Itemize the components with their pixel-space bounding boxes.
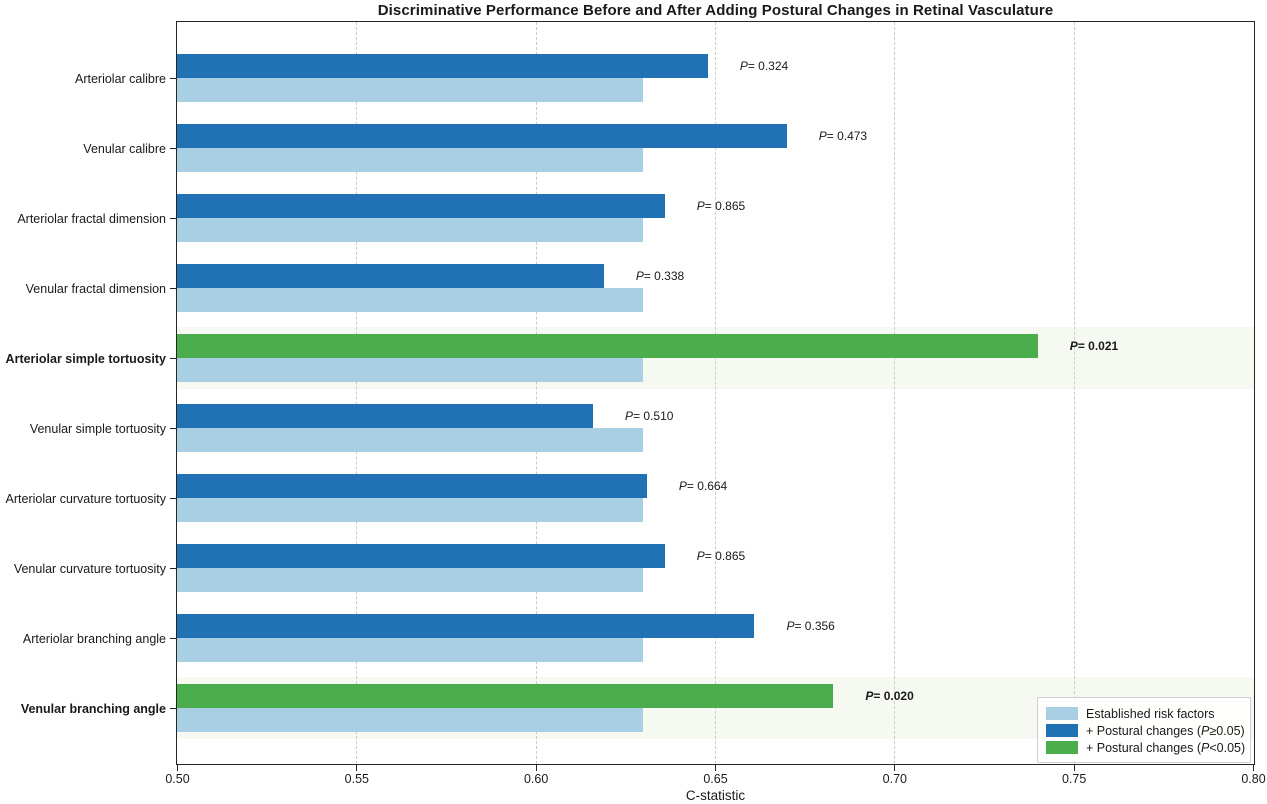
p-symbol: P [678, 479, 687, 493]
category-label: Venular fractal dimension [25, 281, 166, 296]
x-tick-mark [535, 765, 537, 771]
p-value-annotation: P= 0.356 [786, 619, 835, 633]
x-tick-label: 0.70 [882, 772, 907, 786]
established-risk-bar [177, 78, 644, 102]
gridline [356, 22, 358, 764]
p-symbol: P [625, 409, 634, 423]
p-symbol: P [865, 689, 874, 703]
added-postural-bar [177, 474, 647, 498]
chart-title: Discriminative Performance Before and Af… [377, 2, 1054, 19]
x-tick-mark [1073, 765, 1075, 771]
x-axis-label: C-statistic [685, 788, 746, 803]
y-tick-mark [170, 708, 176, 710]
y-tick-mark [170, 78, 176, 80]
established-risk-bar [177, 358, 644, 382]
legend-swatch [1046, 741, 1078, 754]
y-tick-mark [170, 638, 176, 640]
added-postural-bar [177, 194, 665, 218]
established-risk-bar [177, 498, 644, 522]
p-value-annotation: P= 0.324 [739, 59, 789, 73]
x-tick-mark [356, 765, 358, 771]
p-symbol: P [696, 199, 705, 213]
p-symbol: P [635, 269, 644, 283]
legend-item: + Postural changes (P≥0.05) [1046, 722, 1245, 739]
legend-item: + Postural changes (P<0.05) [1046, 739, 1245, 756]
added-postural-bar [177, 264, 604, 288]
legend-swatch [1046, 724, 1078, 737]
gridline [715, 22, 716, 764]
y-tick-mark [170, 428, 176, 430]
p-symbol: P [696, 549, 705, 563]
x-tick-mark [714, 765, 717, 771]
y-tick-mark [170, 568, 176, 570]
y-tick-mark [170, 498, 176, 500]
p-value-annotation: P= 0.473 [818, 129, 868, 143]
category-label: Arteriolar curvature tortuosity [5, 491, 166, 506]
established-risk-bar [177, 638, 644, 662]
y-tick-mark [170, 218, 176, 220]
established-risk-bar [177, 428, 644, 452]
added-postural-bar [177, 614, 755, 638]
gridline [535, 22, 537, 764]
x-tick-mark [1252, 765, 1255, 771]
p-value-annotation: P= 0.664 [678, 479, 728, 493]
x-tick-mark [176, 765, 179, 771]
p-symbol: P [1069, 339, 1078, 353]
p-symbol: P [739, 59, 748, 73]
y-tick-mark [170, 288, 176, 290]
added-postural-bar [177, 54, 708, 78]
p-value-annotation: P= 0.865 [696, 549, 746, 563]
category-label: Arteriolar fractal dimension [17, 211, 166, 226]
legend: Established risk factors + Postural chan… [1037, 697, 1251, 763]
category-label: Venular branching angle [20, 701, 166, 716]
added-postural-bar [177, 544, 665, 568]
gridline [894, 22, 896, 764]
x-tick-label: 0.80 [1241, 772, 1266, 786]
p-value-annotation: P= 0.020 [865, 689, 914, 703]
x-tick-label: 0.55 [344, 772, 369, 786]
x-tick-label: 0.75 [1061, 772, 1087, 786]
p-value-annotation: P= 0.021 [1069, 339, 1119, 353]
p-value-annotation: P= 0.510 [625, 409, 674, 423]
category-label: Venular simple tortuosity [29, 421, 166, 436]
x-tick-mark [894, 765, 896, 771]
added-postural-bar [177, 334, 1038, 358]
established-risk-bar [177, 218, 644, 242]
x-tick-label: 0.60 [523, 772, 549, 786]
p-symbol: P [786, 619, 795, 633]
p-symbol: P [818, 129, 827, 143]
y-tick-mark [170, 148, 176, 150]
established-risk-bar [177, 708, 644, 732]
established-risk-bar [177, 568, 644, 592]
category-label: Arteriolar simple tortuosity [5, 351, 166, 366]
legend-item: Established risk factors [1046, 705, 1242, 722]
x-tick-label: 0.50 [165, 772, 190, 786]
category-label: Arteriolar branching angle [22, 631, 166, 646]
p-value-annotation: P= 0.338 [635, 269, 685, 283]
added-postural-bar [177, 124, 787, 148]
established-risk-bar [177, 148, 644, 172]
category-label: Venular calibre [83, 141, 166, 156]
legend-swatch [1046, 707, 1078, 720]
x-tick-label: 0.65 [703, 772, 728, 786]
added-postural-bar [177, 404, 594, 428]
category-label: Venular curvature tortuosity [13, 561, 166, 576]
established-risk-bar [177, 288, 644, 312]
p-value-annotation: P= 0.865 [696, 199, 746, 213]
plot-area: P= 0.324 P= 0.473 P= 0.865 P= 0.338 P= 0… [176, 21, 1255, 765]
category-label: Arteriolar calibre [74, 71, 166, 86]
gridline [1073, 22, 1075, 764]
added-postural-bar [177, 684, 834, 708]
y-tick-mark [170, 358, 176, 360]
